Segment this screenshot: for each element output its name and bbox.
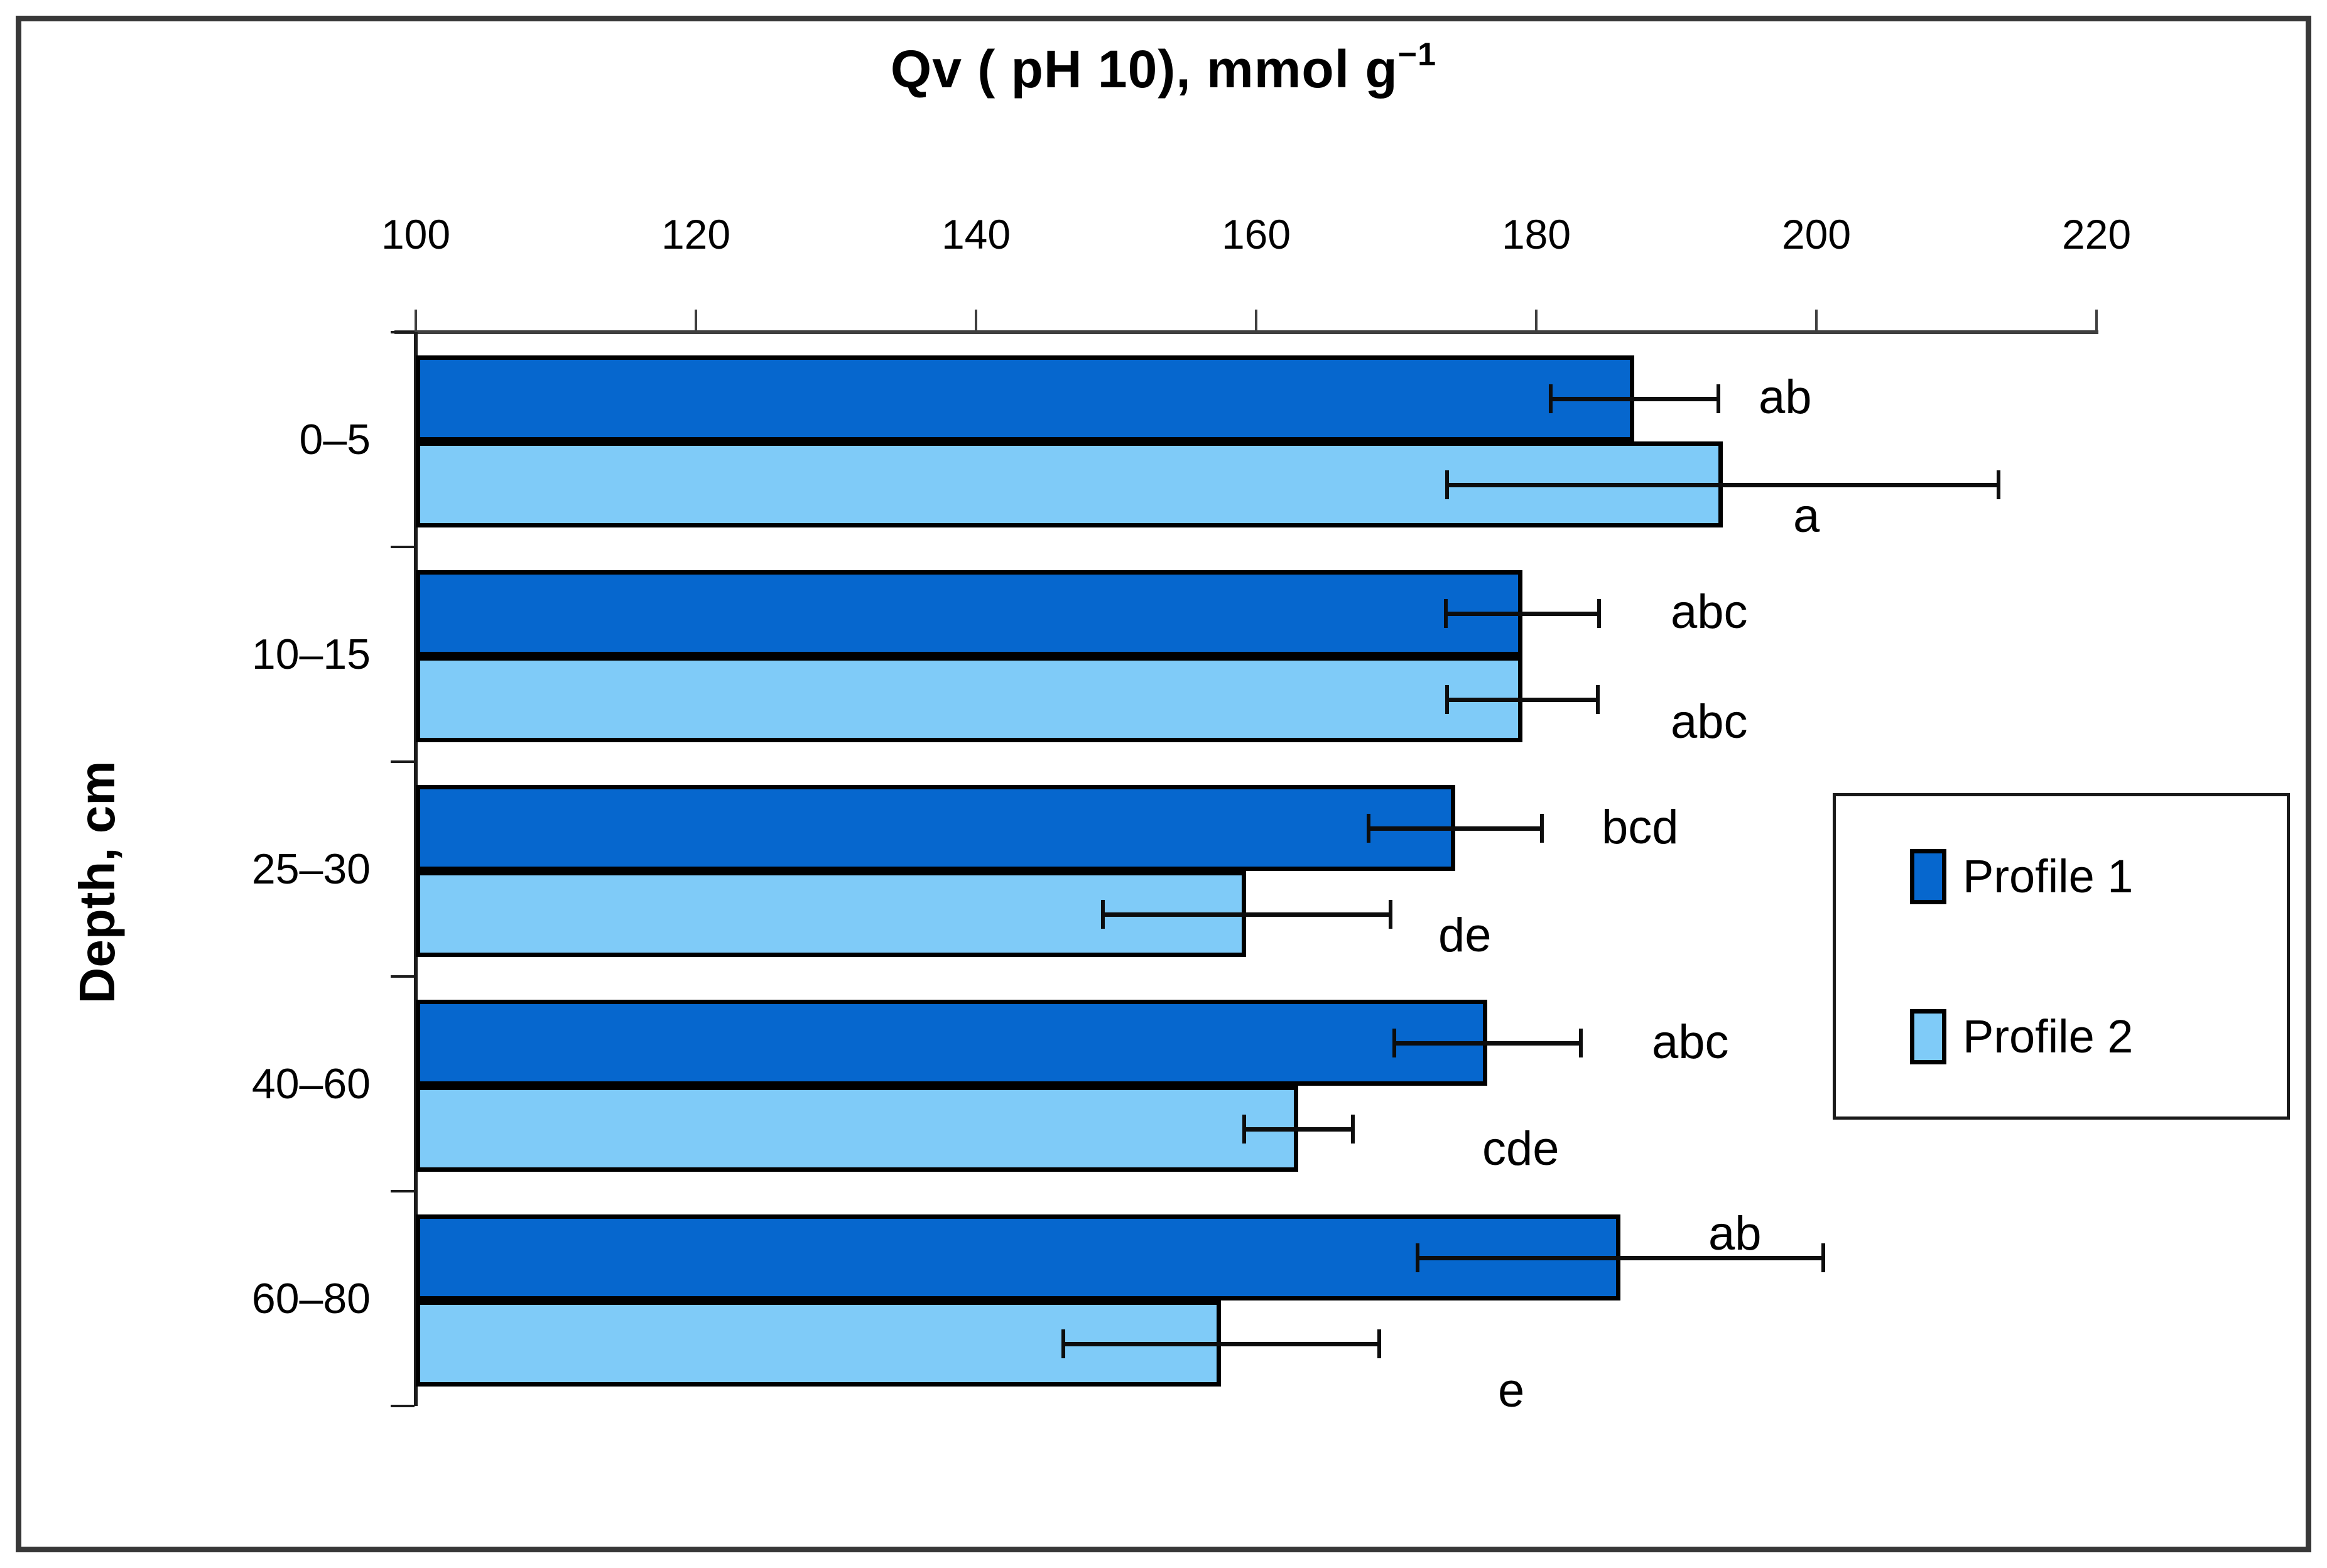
legend-swatch-profile-2	[1910, 1008, 1946, 1064]
bar-profile-1-40–60	[416, 1000, 1487, 1086]
x-tick	[1535, 310, 1538, 332]
error-bar-line	[1446, 482, 1999, 487]
significance-letter: de	[1438, 909, 1492, 962]
chart-title: Qv ( pH 10), mmol g−1	[0, 36, 2327, 100]
error-bar-line	[1243, 1127, 1353, 1132]
error-bar-cap	[1445, 684, 1450, 714]
error-bar-line	[1063, 1341, 1380, 1346]
y-tick	[391, 546, 415, 548]
error-bar-line	[1446, 697, 1598, 702]
bar-profile-2-40–60	[416, 1086, 1298, 1172]
significance-letter: abc	[1671, 585, 1748, 639]
error-bar-cap	[1539, 813, 1544, 843]
y-tick	[391, 1190, 415, 1192]
significance-letter: a	[1793, 489, 1820, 543]
x-tick-label: 200	[1781, 211, 1852, 257]
category-label: 40–60	[251, 1060, 371, 1108]
error-bar-cap	[1367, 813, 1371, 843]
error-bar-line	[1417, 1255, 1824, 1260]
y-tick	[391, 760, 415, 763]
error-bar-cap	[1377, 1329, 1382, 1358]
error-bar-cap	[1061, 1329, 1066, 1358]
category-label: 60–80	[251, 1275, 371, 1322]
x-tick-label: 180	[1501, 211, 1571, 257]
error-bar-line	[1445, 611, 1600, 616]
y-tick	[391, 975, 415, 978]
bar-profile-2-10–15	[416, 656, 1522, 742]
page-border-frame	[16, 16, 2311, 1552]
significance-letter: abc	[1671, 695, 1748, 749]
category-label: 0–5	[299, 416, 371, 463]
legend-label-profile-1: Profile 1	[1963, 850, 2134, 902]
legend-swatch-profile-1	[1910, 848, 1946, 904]
x-tick	[975, 310, 977, 332]
y-tick	[391, 331, 415, 333]
x-tick	[415, 310, 417, 332]
x-tick-label: 140	[941, 211, 1011, 257]
error-bar-cap	[1392, 1028, 1396, 1057]
legend-item-profile-2: Profile 2	[1910, 1008, 2287, 1064]
chart-title-text: Qv ( pH 10), mmol g	[890, 40, 1398, 99]
error-bar-cap	[1242, 1114, 1246, 1144]
error-bar-cap	[1549, 384, 1553, 413]
significance-letter: abc	[1652, 1015, 1729, 1069]
error-bar-cap	[1444, 598, 1448, 628]
error-bar-cap	[1821, 1243, 1826, 1272]
significance-letter: e	[1498, 1364, 1525, 1417]
y-tick	[391, 1405, 415, 1407]
error-bar-cap	[1100, 899, 1105, 929]
error-bar-cap	[1996, 470, 2000, 499]
error-bar-cap	[1445, 470, 1450, 499]
x-tick-label: 100	[381, 211, 451, 257]
bar-profile-1-0–5	[416, 355, 1635, 441]
bar-profile-1-25–30	[416, 785, 1455, 871]
error-bar-cap	[1596, 684, 1600, 714]
significance-letter: ab	[1759, 370, 1812, 424]
x-tick-label: 120	[661, 211, 731, 257]
legend-item-profile-1: Profile 1	[1910, 848, 2287, 904]
x-tick	[1255, 310, 1257, 332]
category-label: 10–15	[251, 630, 371, 678]
significance-letter: ab	[1708, 1207, 1762, 1260]
legend: Profile 1 Profile 2	[1833, 793, 2290, 1120]
error-bar-line	[1102, 912, 1391, 917]
x-axis-line	[394, 330, 2098, 334]
bar-profile-1-10–15	[416, 570, 1522, 656]
x-tick	[2095, 310, 2098, 332]
error-bar-cap	[1597, 598, 1602, 628]
x-tick-label: 160	[1221, 211, 1291, 257]
error-bar-cap	[1350, 1114, 1355, 1144]
category-label: 25–30	[251, 845, 371, 893]
legend-label-profile-2: Profile 2	[1963, 1010, 2134, 1062]
x-tick-label: 220	[2061, 211, 2132, 257]
significance-letter: bcd	[1602, 801, 1679, 854]
error-bar-cap	[1389, 899, 1393, 929]
error-bar-cap	[1416, 1243, 1420, 1272]
error-bar-line	[1550, 396, 1718, 401]
significance-letter: cde	[1482, 1122, 1559, 1176]
chart-title-superscript: −1	[1397, 36, 1437, 73]
error-bar-line	[1393, 1041, 1581, 1046]
error-bar-cap	[1716, 384, 1720, 413]
x-tick	[1815, 310, 1818, 332]
error-bar-line	[1368, 826, 1542, 831]
x-tick	[695, 310, 697, 332]
error-bar-cap	[1579, 1028, 1583, 1057]
